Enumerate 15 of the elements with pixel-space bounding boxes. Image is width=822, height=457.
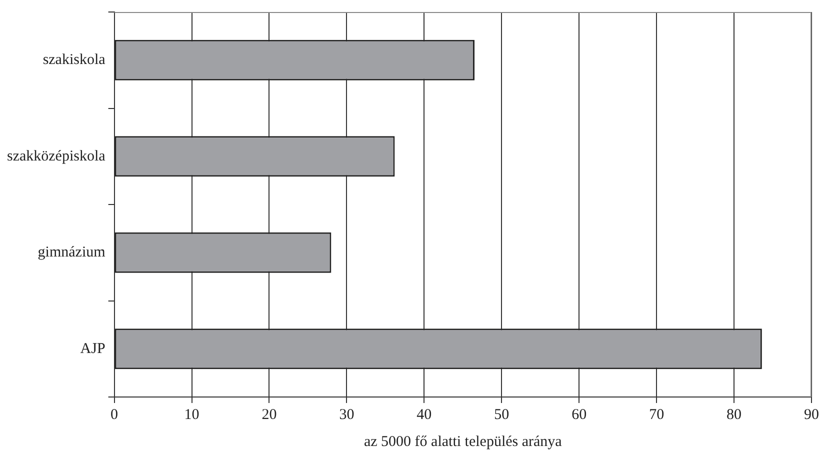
x-tick-label: 30 bbox=[339, 406, 354, 423]
x-tick-label: 70 bbox=[649, 406, 664, 423]
y-tick-label: gimnázium bbox=[38, 244, 106, 261]
x-tick-label: 50 bbox=[494, 406, 510, 423]
x-tick-label: 40 bbox=[416, 406, 432, 423]
x-tick-label: 80 bbox=[726, 406, 742, 423]
y-tick-label: szakközépiskola bbox=[6, 148, 106, 164]
y-tick-label: szakiskola bbox=[42, 52, 106, 68]
x-tick-label: 90 bbox=[804, 406, 819, 423]
x-tick-label: 60 bbox=[572, 406, 587, 423]
x-axis-title: az 5000 fő alatti település aránya bbox=[364, 434, 562, 450]
x-tick-label: 20 bbox=[262, 406, 277, 423]
x-tick-label: 10 bbox=[184, 406, 200, 423]
y-tick-label: AJP bbox=[80, 340, 106, 357]
x-tick-label: 0 bbox=[110, 406, 118, 423]
